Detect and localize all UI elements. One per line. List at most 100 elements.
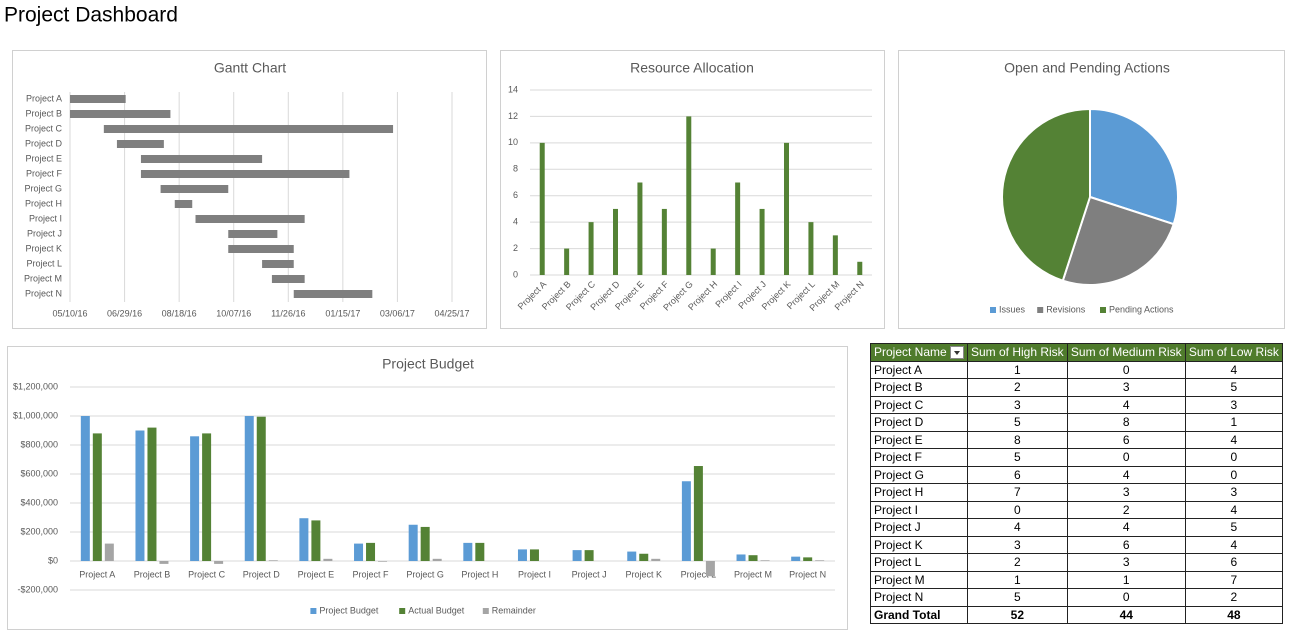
table-cell: Project M [870, 570, 968, 589]
table-cell: Project K [870, 535, 968, 554]
table-cell: 4 [1066, 518, 1186, 537]
table-cell: Project A [870, 360, 968, 379]
y-tick-label: Project F [26, 168, 63, 178]
header-text: Sum of Low Risk [1188, 345, 1279, 360]
column-header: Sum of High Risk [966, 343, 1068, 362]
header-text: Sum of High Risk [970, 345, 1064, 360]
x-tick-label: 06/29/16 [107, 308, 142, 318]
table-cell: 3 [1066, 553, 1186, 572]
x-tick-label: Project K [625, 569, 662, 579]
table-cell: Project G [870, 465, 968, 484]
gantt-bar [228, 245, 294, 253]
x-tick-label: 05/10/16 [52, 308, 87, 318]
gantt-bar [116, 140, 164, 148]
y-tick-label: Project D [25, 138, 63, 148]
legend-swatch [399, 608, 406, 614]
table-cell: 0 [966, 500, 1068, 519]
bar [572, 550, 582, 561]
x-tick-label: 10/07/16 [216, 308, 251, 318]
bar [564, 248, 570, 275]
y-tick-label: Project B [25, 108, 62, 118]
bar [80, 416, 90, 561]
table-cell: 6 [1066, 430, 1186, 449]
column-header: Sum of Medium Risk [1066, 343, 1186, 362]
y-tick-label: $800,000 [20, 439, 58, 449]
y-tick-label: 14 [508, 84, 518, 94]
x-tick-label: 11/26/16 [271, 308, 305, 318]
gantt-bar [140, 170, 350, 178]
legend-swatch [482, 608, 489, 614]
bar [748, 555, 758, 561]
table-cell: 0 [1066, 360, 1186, 379]
table-cell: 6 [1066, 535, 1186, 554]
gantt-bar [140, 155, 263, 163]
gantt-bar [70, 95, 126, 103]
bar [613, 208, 618, 275]
x-tick-label: Project N [789, 569, 826, 579]
page-title: Project Dashboard [4, 4, 178, 27]
x-tick-label: Project C [188, 569, 226, 579]
x-tick-label: Project E [298, 569, 335, 579]
x-tick-label: 01/15/17 [325, 308, 360, 318]
risk-table: Project Name Sum of High Risk Sum of Mediu… [870, 343, 1284, 624]
x-tick-label: Project G [406, 569, 444, 579]
table-cell: 4 [966, 518, 1068, 537]
table-cell: 4 [1184, 360, 1284, 379]
column-header: Sum of Low Risk [1184, 343, 1284, 362]
bar [147, 427, 157, 561]
total-cell: 48 [1184, 605, 1284, 624]
table-cell: Project I [870, 500, 968, 519]
y-tick-label: -$200,000 [17, 584, 58, 594]
legend-label: Remainder [492, 605, 536, 615]
panel [12, 50, 487, 329]
bar [311, 520, 321, 561]
y-tick-label: $1,200,000 [13, 381, 58, 391]
bar [815, 560, 825, 561]
table-cell: Project B [870, 378, 968, 397]
bar [256, 416, 266, 561]
table-cell: 2 [1184, 588, 1284, 607]
bar [323, 558, 333, 561]
legend-label: Issues [999, 304, 1026, 314]
table-cell: 6 [966, 465, 1068, 484]
gantt-bar [174, 200, 193, 208]
bar [637, 182, 643, 275]
legend-label: Revisions [1046, 304, 1086, 314]
filter-button[interactable] [949, 346, 964, 360]
bar [661, 208, 667, 275]
bar [214, 561, 224, 564]
bar [408, 524, 418, 561]
table-cell: 3 [1184, 395, 1284, 414]
table-cell: 4 [1184, 535, 1284, 554]
table-cell: 2 [966, 378, 1068, 397]
table-cell: Project C [870, 395, 968, 414]
x-tick-label: Project M [734, 569, 772, 579]
bar [244, 416, 254, 561]
table-cell: 5 [966, 413, 1068, 432]
pie-slice [1001, 107, 1091, 282]
y-tick-label: 10 [508, 137, 518, 147]
y-tick-label: Project H [25, 198, 62, 208]
bar [832, 235, 838, 275]
bar [784, 142, 789, 275]
pie-slice [1061, 195, 1175, 286]
bar [651, 558, 661, 561]
chart-title: Open and Pending Actions [1004, 60, 1170, 76]
gantt-bar [103, 125, 394, 133]
bar [705, 561, 715, 577]
x-tick-label: Project I [518, 569, 551, 579]
table-cell: Project E [870, 430, 968, 449]
header-text: Project Name [874, 345, 947, 360]
table-cell: 0 [1066, 448, 1186, 467]
legend-label: Project Budget [319, 605, 379, 615]
y-tick-label: 2 [513, 243, 518, 253]
bar [639, 553, 649, 561]
header-text: Sum of Medium Risk [1070, 345, 1182, 360]
y-tick-label: 8 [513, 164, 518, 174]
